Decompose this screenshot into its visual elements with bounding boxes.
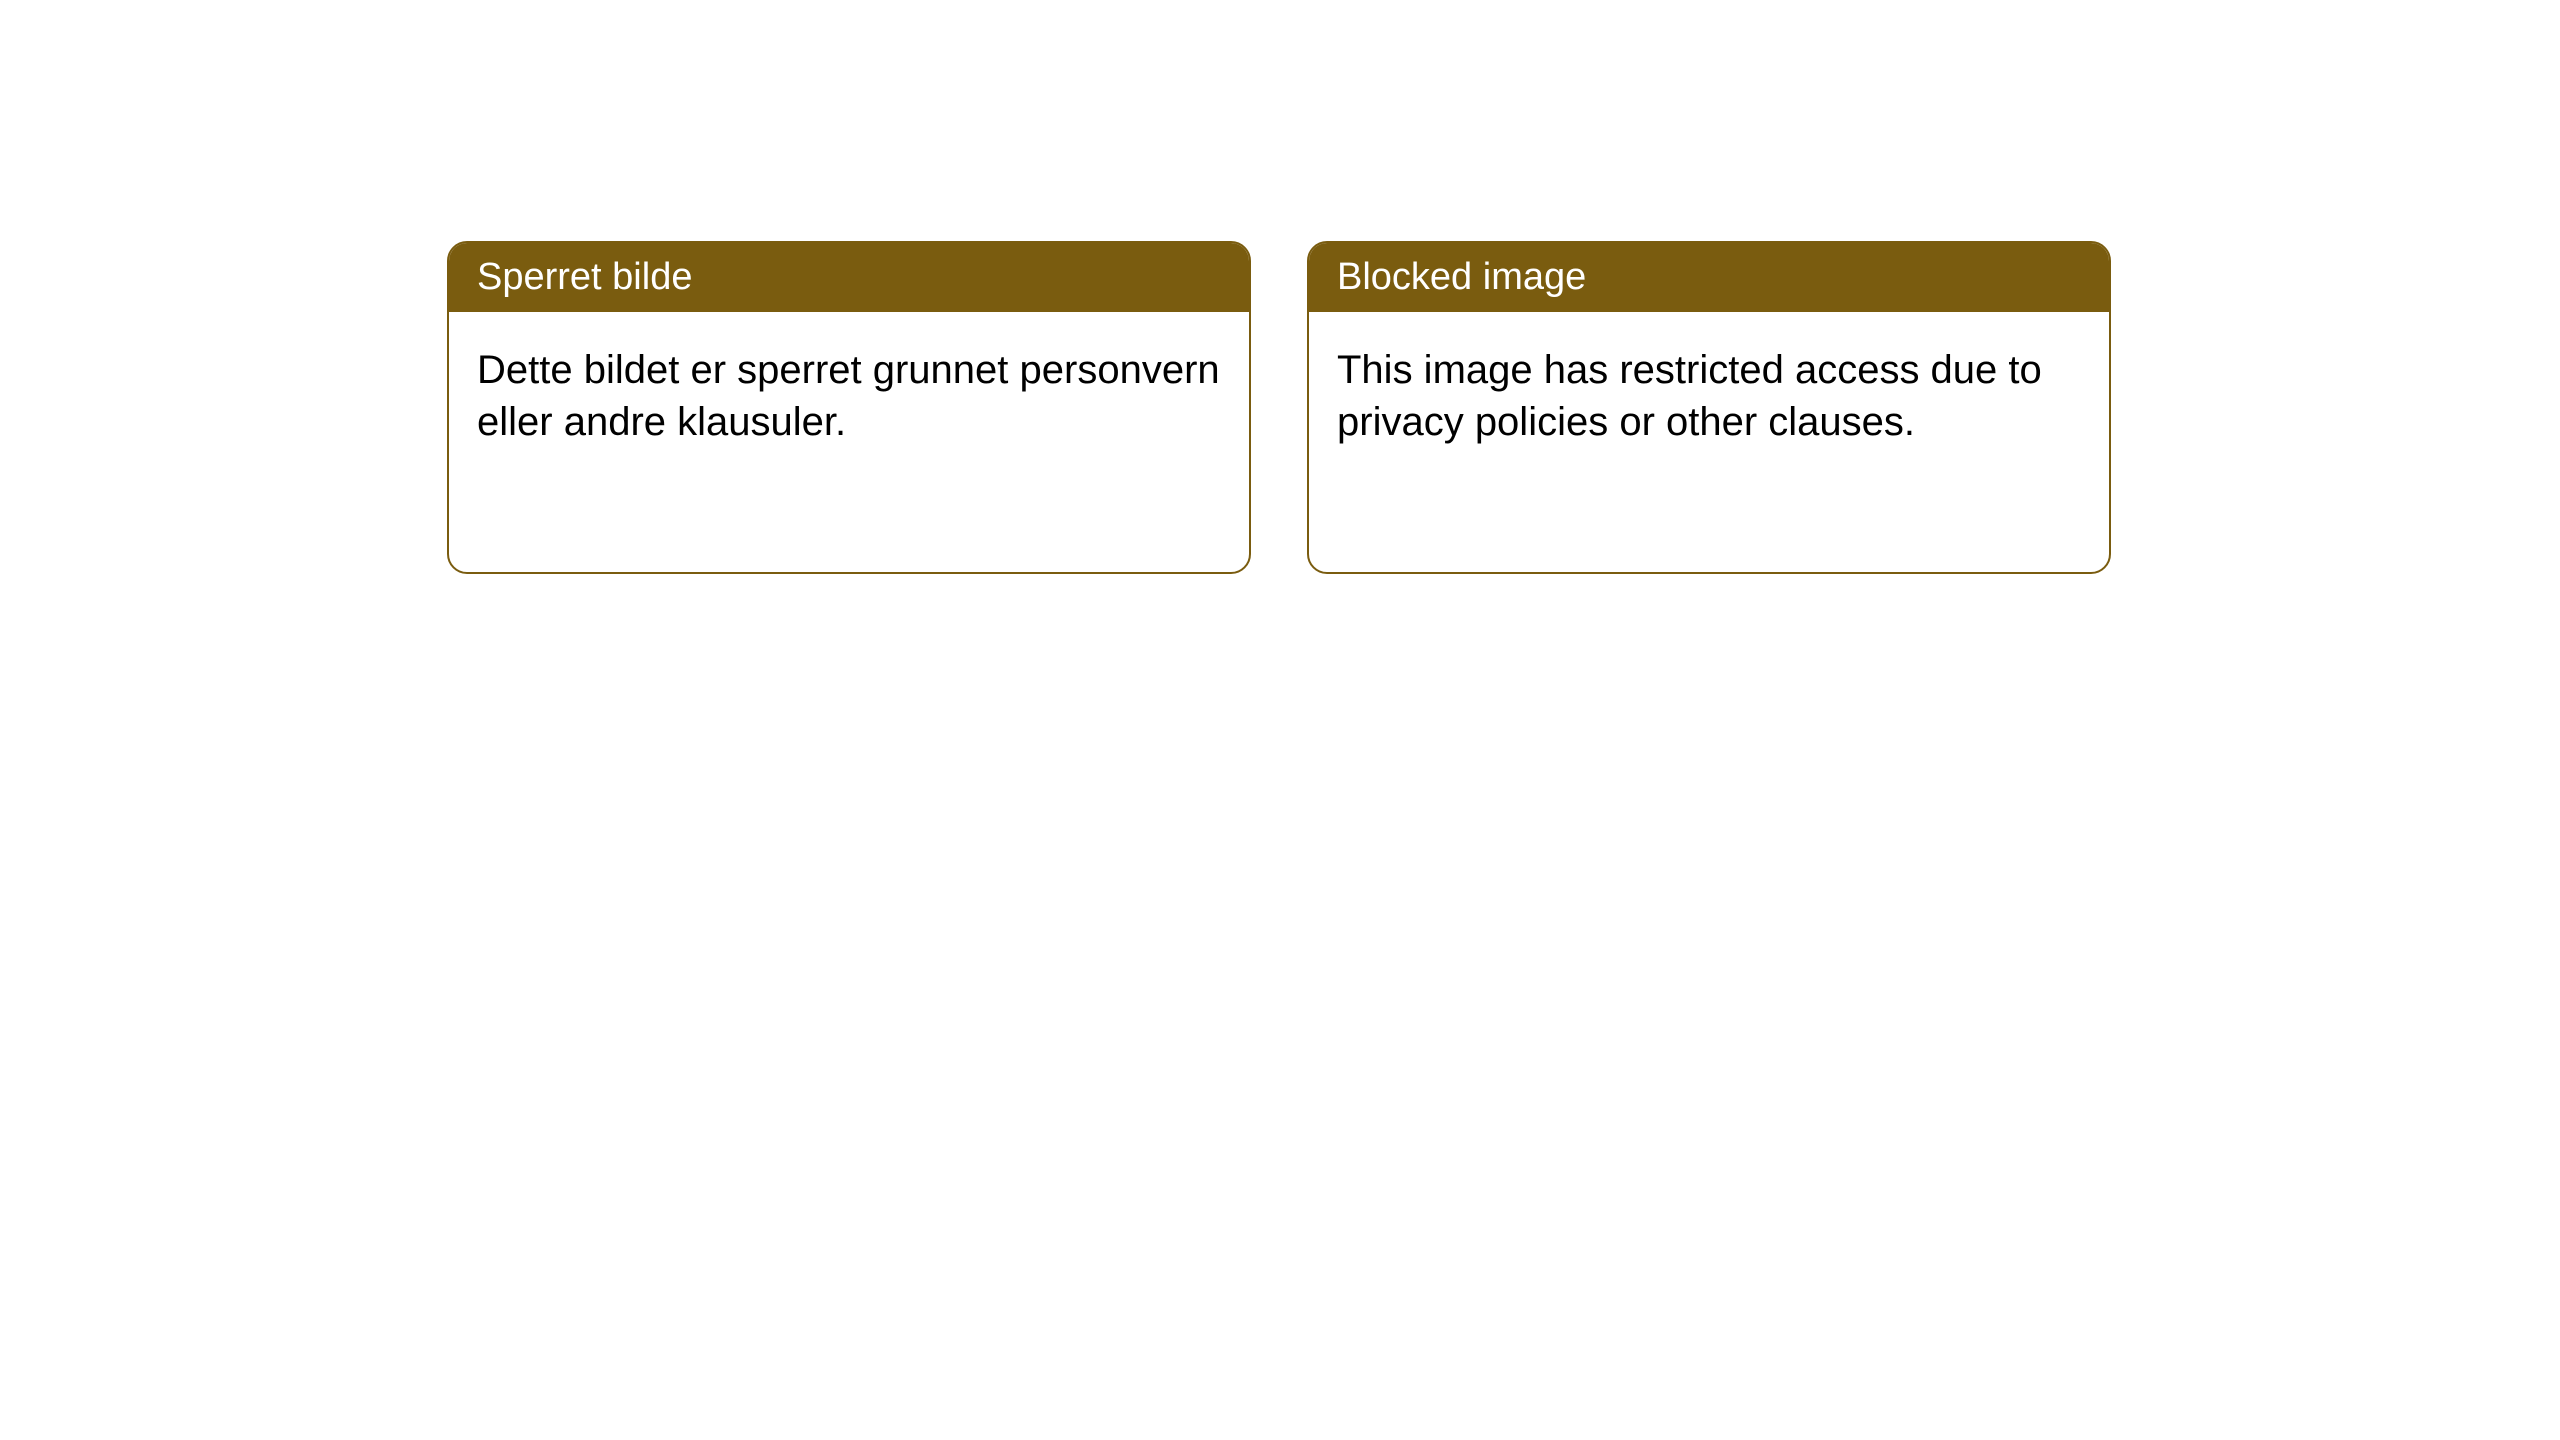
notice-title: Blocked image bbox=[1337, 256, 1586, 298]
notice-body-text: Dette bildet er sperret grunnet personve… bbox=[477, 348, 1220, 444]
notice-body-text: This image has restricted access due to … bbox=[1337, 348, 2042, 444]
notice-header: Sperret bilde bbox=[449, 243, 1249, 312]
notice-title: Sperret bilde bbox=[477, 256, 692, 298]
notice-card-english: Blocked image This image has restricted … bbox=[1307, 241, 2111, 574]
notice-header: Blocked image bbox=[1309, 243, 2109, 312]
notice-body: This image has restricted access due to … bbox=[1309, 312, 2109, 480]
notice-card-norwegian: Sperret bilde Dette bildet er sperret gr… bbox=[447, 241, 1251, 574]
notice-container: Sperret bilde Dette bildet er sperret gr… bbox=[447, 241, 2111, 574]
notice-body: Dette bildet er sperret grunnet personve… bbox=[449, 312, 1249, 480]
